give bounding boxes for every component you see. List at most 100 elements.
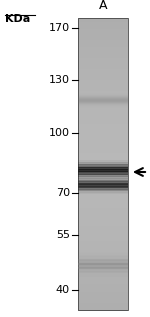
Bar — [78, 295, 128, 300]
Bar — [78, 181, 128, 182]
Bar — [78, 164, 128, 168]
Bar — [78, 95, 128, 96]
Bar — [78, 197, 128, 201]
Bar — [78, 135, 128, 139]
Bar — [78, 100, 128, 101]
Bar — [78, 168, 128, 172]
Bar — [78, 292, 128, 296]
Bar — [78, 109, 128, 113]
Bar — [78, 303, 128, 307]
Bar — [78, 84, 128, 88]
Bar — [78, 180, 128, 181]
Bar — [78, 226, 128, 230]
Bar — [78, 153, 128, 157]
Bar — [78, 177, 128, 178]
Bar — [78, 259, 128, 260]
Bar — [78, 178, 128, 179]
Bar — [78, 170, 128, 171]
Bar — [78, 284, 128, 288]
Bar — [78, 274, 128, 278]
Bar — [78, 104, 128, 105]
Bar — [78, 95, 128, 96]
Bar — [78, 190, 128, 191]
Bar — [78, 189, 128, 190]
Bar — [78, 47, 128, 51]
Bar — [78, 241, 128, 245]
Bar — [78, 157, 128, 161]
Bar — [78, 255, 128, 256]
Bar — [78, 215, 128, 219]
Bar — [78, 95, 128, 99]
Bar — [78, 164, 128, 165]
Bar — [78, 254, 128, 255]
Bar — [78, 255, 128, 259]
Bar — [78, 173, 128, 174]
Bar — [78, 189, 128, 190]
Bar — [78, 176, 128, 177]
Bar — [78, 186, 128, 187]
Bar — [78, 273, 128, 274]
Bar — [78, 22, 128, 26]
Bar — [78, 131, 128, 135]
Bar — [78, 186, 128, 190]
Bar — [78, 260, 128, 261]
Bar — [78, 91, 128, 95]
Bar — [78, 219, 128, 223]
Bar — [78, 18, 128, 310]
Bar — [78, 120, 128, 124]
Bar — [78, 182, 128, 186]
Bar — [78, 193, 128, 197]
Bar — [78, 161, 128, 162]
Bar — [78, 178, 128, 179]
Bar — [78, 101, 128, 102]
Bar — [78, 139, 128, 143]
Bar — [78, 100, 128, 101]
Bar — [78, 98, 128, 102]
Bar — [78, 180, 128, 181]
Bar — [78, 281, 128, 285]
Bar — [78, 183, 128, 184]
Bar — [78, 127, 128, 132]
Bar — [78, 269, 128, 270]
Bar — [78, 80, 128, 84]
Bar — [78, 253, 128, 254]
Bar — [78, 101, 128, 102]
Bar — [78, 173, 128, 174]
Bar — [78, 179, 128, 180]
Bar — [78, 178, 128, 179]
Bar — [78, 185, 128, 186]
Bar — [78, 262, 128, 263]
Bar — [78, 162, 128, 163]
Bar — [78, 258, 128, 259]
Bar — [78, 181, 128, 182]
Bar — [78, 184, 128, 185]
Bar — [78, 97, 128, 98]
Bar — [78, 211, 128, 216]
Bar — [78, 160, 128, 165]
Bar — [78, 182, 128, 183]
Bar — [78, 233, 128, 237]
Text: 130: 130 — [49, 75, 70, 85]
Bar — [78, 265, 128, 266]
Bar — [78, 272, 128, 273]
Text: 70: 70 — [56, 188, 70, 198]
Bar — [78, 200, 128, 205]
Bar — [78, 259, 128, 263]
Bar — [78, 262, 128, 267]
Bar — [78, 163, 128, 164]
Bar — [78, 187, 128, 188]
Text: 55: 55 — [56, 230, 70, 240]
Bar — [78, 252, 128, 256]
Bar — [78, 93, 128, 94]
Bar — [78, 103, 128, 104]
Bar — [78, 264, 128, 265]
Bar — [78, 29, 128, 33]
Bar — [78, 191, 128, 192]
Bar — [78, 179, 128, 180]
Bar — [78, 117, 128, 121]
Bar — [78, 175, 128, 176]
Bar — [78, 167, 128, 168]
Bar — [78, 169, 128, 170]
Bar — [78, 162, 128, 163]
Bar — [78, 87, 128, 92]
